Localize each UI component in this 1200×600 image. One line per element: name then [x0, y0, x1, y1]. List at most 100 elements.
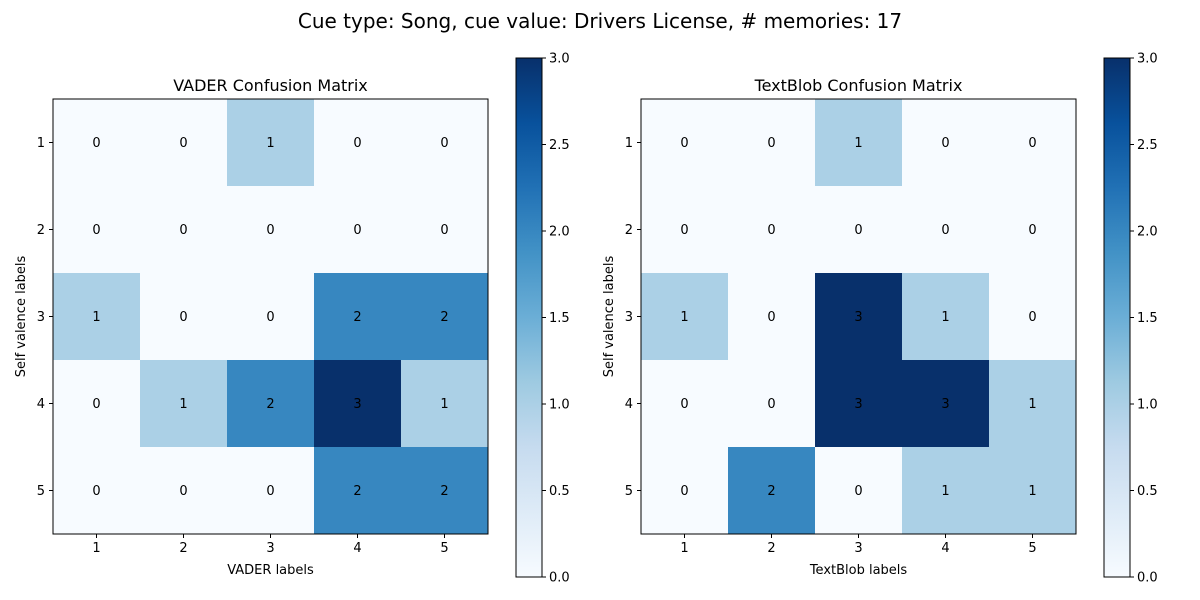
x-tick-label: 2	[767, 541, 775, 556]
heatmap-cell	[902, 360, 990, 448]
heatmap-cell	[815, 360, 903, 448]
cell-value-label: 0	[266, 484, 274, 499]
heatmap-cell	[641, 99, 729, 187]
colorbar-tick-label: 0.5	[1137, 484, 1158, 499]
cell-value-label: 0	[680, 136, 688, 151]
heatmap-cell	[314, 447, 402, 535]
colorbar-tick-label: 3.0	[549, 52, 570, 67]
heatmap-cell	[728, 99, 816, 187]
y-tick-label: 4	[625, 397, 633, 412]
cell-value-label: 0	[440, 223, 448, 238]
cell-value-label: 1	[266, 136, 274, 151]
cell-value-label: 0	[92, 223, 100, 238]
cell-value-label: 0	[353, 223, 361, 238]
heatmap-cell	[902, 186, 990, 274]
heatmap-cell	[902, 99, 990, 187]
cell-value-label: 0	[854, 223, 862, 238]
cell-value-label: 1	[92, 310, 100, 325]
cell-value-label: 0	[941, 223, 949, 238]
heatmap-cell	[227, 186, 315, 274]
heatmap-cell	[989, 447, 1077, 535]
heatmap-cell	[227, 360, 315, 448]
cell-value-label: 0	[1028, 310, 1036, 325]
x-tick-label: 4	[941, 541, 949, 556]
colorbar-tick-label: 0.0	[549, 571, 570, 586]
cell-value-label: 0	[941, 136, 949, 151]
y-tick-label: 4	[37, 397, 45, 412]
heatmap-cell	[815, 273, 903, 361]
y-axis-label: Self valence labels	[14, 255, 29, 377]
heatmap-cell	[314, 99, 402, 187]
x-tick-label: 5	[1028, 541, 1036, 556]
heatmap-cell	[641, 273, 729, 361]
x-tick-label: 1	[92, 541, 100, 556]
cell-value-label: 2	[266, 397, 274, 412]
cell-value-label: 0	[440, 136, 448, 151]
cell-value-label: 3	[854, 310, 862, 325]
heatmap-cell	[728, 360, 816, 448]
cell-value-label: 1	[1028, 397, 1036, 412]
cell-value-label: 0	[179, 484, 187, 499]
y-tick-label: 1	[625, 136, 633, 151]
y-axis-label: Self valence labels	[602, 255, 617, 377]
heatmap-cell	[53, 99, 141, 187]
heatmap-cell	[728, 273, 816, 361]
x-tick-label: 1	[680, 541, 688, 556]
heatmap-cell	[140, 99, 228, 187]
cell-value-label: 1	[941, 484, 949, 499]
x-tick-label: 2	[179, 541, 187, 556]
cell-value-label: 2	[767, 484, 775, 499]
cell-value-label: 2	[440, 484, 448, 499]
cell-value-label: 0	[179, 310, 187, 325]
cell-value-label: 1	[440, 397, 448, 412]
colorbar-tick-label: 1.0	[549, 398, 570, 413]
heatmap-cell	[815, 447, 903, 535]
confusion-matrix-panel-1: 0 0 1 0 0 0 0 0 0 0 1 0 0 2 2 0 1 2 3 1 0 0 0 2 2 1 2 3 4 5 1 2 3 4 5 VADER…	[14, 52, 570, 586]
colorbar-tick-label: 2.5	[1137, 138, 1158, 153]
colorbar	[1103, 57, 1131, 578]
colorbar-tick-label: 1.5	[549, 311, 570, 326]
cell-value-label: 0	[179, 223, 187, 238]
colorbar-tick-label: 2.0	[549, 225, 570, 240]
cell-value-label: 0	[92, 136, 100, 151]
x-axis-label: VADER labels	[227, 563, 314, 578]
heatmap-cell	[140, 360, 228, 448]
colorbar-tick-label: 3.0	[1137, 52, 1158, 67]
heatmap-cell	[401, 447, 489, 535]
colorbar-tick-label: 0.5	[549, 484, 570, 499]
colorbar-tick-label: 1.5	[1137, 311, 1158, 326]
heatmap-cell	[401, 99, 489, 187]
heatmap-cell	[53, 447, 141, 535]
heatmap-cell	[53, 273, 141, 361]
cell-value-label: 0	[179, 136, 187, 151]
heatmap-cell	[815, 99, 903, 187]
colorbar-tick-label: 2.0	[1137, 225, 1158, 240]
cell-value-label: 0	[854, 484, 862, 499]
x-axis-label: TextBlob labels	[809, 563, 908, 578]
heatmap-cell	[815, 186, 903, 274]
heatmap-cell	[140, 447, 228, 535]
cell-value-label: 0	[680, 397, 688, 412]
heatmap-cell	[728, 447, 816, 535]
figure-suptitle: Cue type: Song, cue value: Drivers Licen…	[298, 9, 902, 33]
heatmap-cell	[140, 273, 228, 361]
colorbar-tick-label: 2.5	[549, 138, 570, 153]
heatmap-cell	[641, 186, 729, 274]
y-tick-label: 5	[625, 484, 633, 499]
heatmap-cell	[314, 273, 402, 361]
y-tick-label: 3	[37, 310, 45, 325]
heatmap-cell	[641, 447, 729, 535]
heatmap-cell	[401, 360, 489, 448]
y-tick-label: 2	[625, 223, 633, 238]
cell-value-label: 0	[353, 136, 361, 151]
cell-value-label: 0	[767, 397, 775, 412]
cell-value-label: 1	[854, 136, 862, 151]
heatmap-cell	[314, 360, 402, 448]
cell-value-label: 0	[680, 484, 688, 499]
cell-value-label: 0	[266, 310, 274, 325]
cell-value-label: 1	[680, 310, 688, 325]
cell-value-label: 2	[440, 310, 448, 325]
cell-value-label: 1	[1028, 484, 1036, 499]
y-tick-label: 3	[625, 310, 633, 325]
